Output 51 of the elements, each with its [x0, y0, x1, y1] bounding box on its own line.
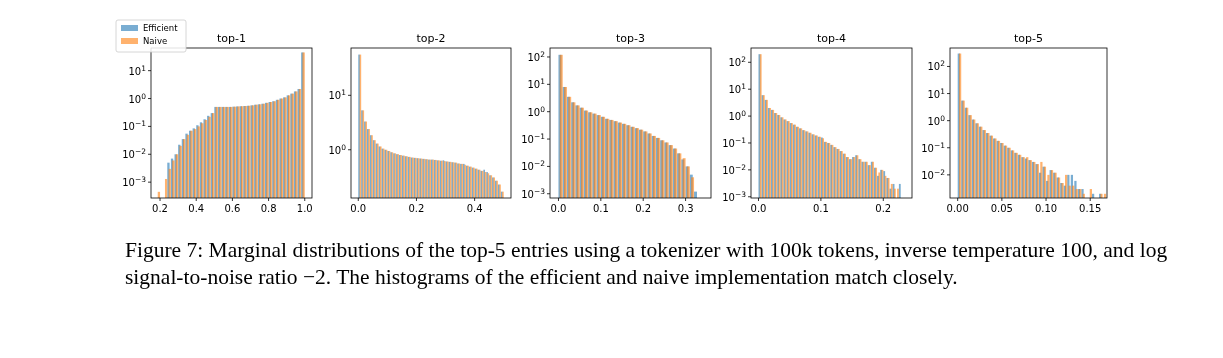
- chart-title: top-3: [616, 32, 645, 45]
- x-tick-label: 0.2: [152, 203, 168, 214]
- y-tick-label: 10$^{−3}$: [722, 189, 747, 203]
- x-tick-label: 0.0: [550, 203, 567, 214]
- y-tick-label: 10$^{2}$: [527, 49, 546, 63]
- y-tick-label: 10$^{0}$: [328, 142, 347, 156]
- x-tick-label: 0.0: [750, 203, 767, 214]
- x-tick-label: 0.05: [990, 203, 1013, 214]
- x-tick-label: 0.0: [350, 203, 367, 214]
- y-tick-label: 10$^{−2}$: [521, 158, 546, 173]
- y-tick-label: 10$^{−1}$: [921, 140, 946, 154]
- x-tick-label: 0.6: [224, 203, 241, 214]
- y-tick-label: 10$^{−1}$: [722, 135, 747, 149]
- y-tick-label: 10$^{1}$: [728, 81, 747, 96]
- y-tick-label: 10$^{2}$: [728, 54, 747, 69]
- x-tick-label: 0.1: [812, 203, 829, 214]
- chart-title: top-1: [217, 32, 246, 45]
- x-tick-label: 0.2: [408, 203, 425, 214]
- legend-label: Efficient: [143, 23, 179, 33]
- chart-title: top-5: [1014, 32, 1043, 45]
- x-tick-label: 0.2: [635, 203, 652, 214]
- y-tick-label: 10$^{−3}$: [122, 174, 147, 189]
- y-tick-label: 10$^{1}$: [927, 86, 946, 100]
- x-tick-label: 0.00: [946, 203, 969, 214]
- legend-label: Naive: [143, 36, 168, 46]
- y-tick-label: 10$^{−2}$: [722, 162, 747, 176]
- chart-title: top-2: [416, 32, 446, 45]
- y-tick-label: 10$^{−2}$: [921, 167, 946, 181]
- y-tick-label: 10$^{1}$: [527, 76, 546, 91]
- y-tick-label: 10$^{−1}$: [521, 131, 546, 146]
- x-tick-label: 0.4: [188, 203, 205, 214]
- x-tick-label: 0.8: [260, 203, 277, 214]
- y-tick-label: 10$^{−1}$: [122, 118, 147, 133]
- chart-title: top-4: [817, 32, 846, 45]
- y-tick-label: 10$^{0}$: [927, 113, 946, 127]
- y-tick-label: 10$^{1}$: [128, 63, 147, 77]
- x-tick-label: 0.1: [592, 203, 609, 214]
- x-tick-label: 1.0: [296, 203, 313, 214]
- y-tick-label: 10$^{−3}$: [521, 186, 546, 200]
- y-tick-label: 10$^{0}$: [128, 91, 147, 105]
- y-tick-label: 10$^{0}$: [728, 108, 747, 123]
- x-tick-label: 0.2: [875, 203, 892, 214]
- x-tick-label: 0.10: [1034, 203, 1058, 214]
- y-tick-label: 10$^{1}$: [328, 87, 347, 102]
- y-tick-label: 10$^{−2}$: [122, 146, 147, 161]
- x-tick-label: 0.15: [1079, 203, 1102, 214]
- y-tick-label: 10$^{0}$: [527, 104, 546, 118]
- x-tick-label: 0.4: [466, 203, 483, 214]
- y-tick-label: 10$^{2}$: [927, 58, 946, 73]
- x-tick-label: 0.3: [677, 203, 694, 214]
- caption: Figure 7: Marginal distributions of the top-5 entries using a tokenizer with 100k tokens, inverse temperature 100, and log signal-to-noise ratio −2. The histograms of the efficient and naive implementation match closely.: [125, 237, 1169, 291]
